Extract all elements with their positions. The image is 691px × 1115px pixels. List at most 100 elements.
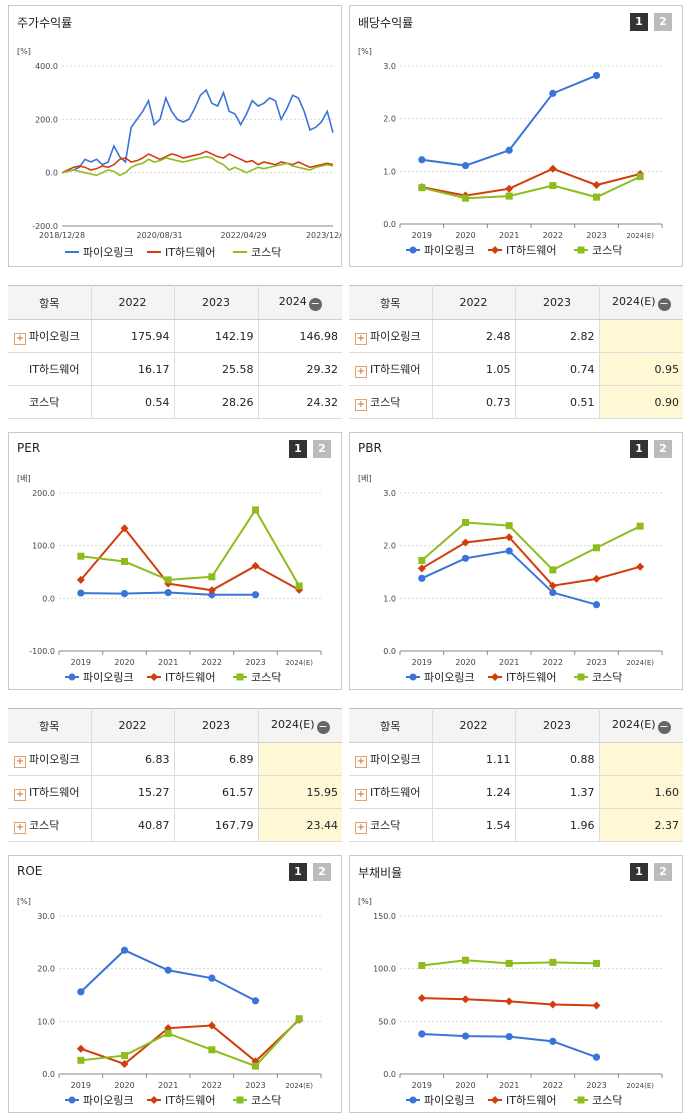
per-point-kosdaq[interactable] xyxy=(208,573,216,581)
debt-point-pio[interactable] xyxy=(461,1032,470,1040)
pbr-toggle-1-button[interactable]: 1 xyxy=(630,440,648,458)
pbr-point-pio[interactable] xyxy=(418,574,426,582)
roe-point-kosdaq[interactable] xyxy=(208,1046,216,1054)
debt-point-it-hw[interactable] xyxy=(505,997,514,1006)
debt-point-kosdaq[interactable] xyxy=(593,959,600,967)
expand-plus-icon[interactable]: + xyxy=(14,821,26,834)
debt-toggle-1-button[interactable]: 1 xyxy=(630,863,648,881)
roe-point-it-hw[interactable] xyxy=(207,1021,216,1030)
pbr-point-kosdaq[interactable] xyxy=(462,518,469,526)
legend-label-it-hw[interactable]: IT하드웨어 xyxy=(506,670,556,684)
expand-plus-icon[interactable]: + xyxy=(355,788,367,801)
pbr-point-kosdaq[interactable] xyxy=(418,556,426,564)
dividend-point-kosdaq[interactable] xyxy=(505,192,513,200)
legend-label-pio[interactable]: 파이오링크 xyxy=(424,1094,475,1107)
roe-point-kosdaq[interactable] xyxy=(77,1056,85,1064)
dividend-point-it-hw[interactable] xyxy=(548,164,557,173)
pbr-point-pio[interactable] xyxy=(549,588,557,597)
per-toggle-2-button[interactable]: 2 xyxy=(313,440,331,458)
debt-point-pio[interactable] xyxy=(549,1037,557,1045)
per-toggle-1-button[interactable]: 1 xyxy=(289,440,307,458)
debt-point-pio[interactable] xyxy=(592,1053,601,1061)
dividend-point-pio[interactable] xyxy=(549,89,557,97)
dividend-point-pio[interactable] xyxy=(418,156,426,164)
debt-point-kosdaq[interactable] xyxy=(418,962,426,970)
legend-label-pio[interactable]: 파이오링크 xyxy=(424,244,475,257)
per-point-kosdaq[interactable] xyxy=(121,557,128,565)
roe-point-kosdaq[interactable] xyxy=(295,1015,303,1023)
pbr-point-pio[interactable] xyxy=(461,554,470,562)
dividend-toggle-2-button[interactable]: 2 xyxy=(654,13,672,31)
roe-point-pio[interactable] xyxy=(164,966,172,974)
expand-plus-icon[interactable]: + xyxy=(355,398,367,411)
debt-point-kosdaq[interactable] xyxy=(462,956,469,964)
expand-plus-icon[interactable]: + xyxy=(355,821,367,834)
legend-label-kosdaq[interactable]: 코스닥 xyxy=(592,671,622,684)
dividend-point-kosdaq[interactable] xyxy=(593,193,600,201)
expand-plus-icon[interactable]: + xyxy=(14,755,26,768)
pbr-point-it-hw[interactable] xyxy=(417,564,426,573)
collapse-icon[interactable]: − xyxy=(316,719,330,734)
pbr-point-kosdaq[interactable] xyxy=(549,566,557,574)
per-point-pio[interactable] xyxy=(164,588,172,597)
per-point-it-hw[interactable] xyxy=(76,575,85,584)
per-point-pio[interactable] xyxy=(77,589,85,597)
pbr-point-pio[interactable] xyxy=(505,547,513,555)
expand-plus-icon[interactable]: + xyxy=(355,332,367,345)
dividend-point-it-hw[interactable] xyxy=(505,184,514,193)
debt-point-pio[interactable] xyxy=(418,1030,426,1038)
roe-point-kosdaq[interactable] xyxy=(164,1029,172,1037)
per-point-it-hw[interactable] xyxy=(251,561,260,570)
legend-label-kosdaq[interactable]: 코스닥 xyxy=(251,671,281,684)
debt-point-it-hw[interactable] xyxy=(417,994,426,1003)
dividend-point-it-hw[interactable] xyxy=(592,181,601,190)
expand-plus-icon[interactable]: + xyxy=(14,332,26,345)
per-point-it-hw[interactable] xyxy=(207,586,216,595)
dividend-point-pio[interactable] xyxy=(505,146,513,154)
legend-label-it-hw[interactable]: IT하드웨어 xyxy=(165,1093,215,1107)
per-point-it-hw[interactable] xyxy=(120,524,129,533)
per-point-pio[interactable] xyxy=(251,591,260,599)
pbr-point-kosdaq[interactable] xyxy=(593,544,600,552)
collapse-icon[interactable]: − xyxy=(657,719,671,734)
legend-label-it-hw[interactable]: IT하드웨어 xyxy=(506,1093,556,1107)
legend-label-it-hw[interactable]: IT하드웨어 xyxy=(506,243,556,257)
roe-point-pio[interactable] xyxy=(251,997,260,1005)
expand-plus-icon[interactable]: + xyxy=(355,365,367,378)
debt-point-kosdaq[interactable] xyxy=(549,958,557,966)
debt-point-it-hw[interactable] xyxy=(548,1000,557,1009)
pbr-point-it-hw[interactable] xyxy=(505,533,514,542)
debt-toggle-2-button[interactable]: 2 xyxy=(654,863,672,881)
pbr-point-it-hw[interactable] xyxy=(592,574,601,583)
pbr-point-it-hw[interactable] xyxy=(461,538,470,547)
roe-toggle-1-button[interactable]: 1 xyxy=(289,863,307,881)
legend-label-kosdaq[interactable]: 코스닥 xyxy=(592,1094,622,1107)
debt-point-kosdaq[interactable] xyxy=(505,959,513,967)
legend-label-kosdaq[interactable]: 코스닥 xyxy=(592,244,622,257)
roe-point-pio[interactable] xyxy=(120,946,129,954)
per-point-kosdaq[interactable] xyxy=(295,582,303,590)
legend-label-it-hw[interactable]: IT하드웨어 xyxy=(165,670,215,684)
legend-label-pio[interactable]: 파이오링크 xyxy=(424,671,475,684)
roe-toggle-2-button[interactable]: 2 xyxy=(313,863,331,881)
collapse-icon[interactable]: − xyxy=(308,296,322,311)
per-point-it-hw[interactable] xyxy=(295,585,304,594)
per-point-pio[interactable] xyxy=(208,591,216,599)
legend-label-it-hw[interactable]: IT하드웨어 xyxy=(165,245,215,259)
per-point-kosdaq[interactable] xyxy=(252,506,259,514)
per-point-pio[interactable] xyxy=(120,589,129,598)
pbr-toggle-2-button[interactable]: 2 xyxy=(654,440,672,458)
dividend-point-pio[interactable] xyxy=(592,71,601,80)
roe-point-pio[interactable] xyxy=(208,974,216,982)
dividend-toggle-1-button[interactable]: 1 xyxy=(630,13,648,31)
expand-plus-icon[interactable]: + xyxy=(14,788,26,801)
roe-point-it-hw[interactable] xyxy=(120,1059,129,1068)
pbr-point-it-hw[interactable] xyxy=(548,581,557,590)
legend-label-kosdaq[interactable]: 코스닥 xyxy=(251,1094,281,1107)
roe-point-kosdaq[interactable] xyxy=(252,1062,259,1070)
per-point-kosdaq[interactable] xyxy=(164,576,172,584)
dividend-point-kosdaq[interactable] xyxy=(462,194,469,202)
pbr-point-kosdaq[interactable] xyxy=(636,522,644,530)
dividend-point-kosdaq[interactable] xyxy=(636,173,644,181)
dividend-point-kosdaq[interactable] xyxy=(418,184,426,192)
